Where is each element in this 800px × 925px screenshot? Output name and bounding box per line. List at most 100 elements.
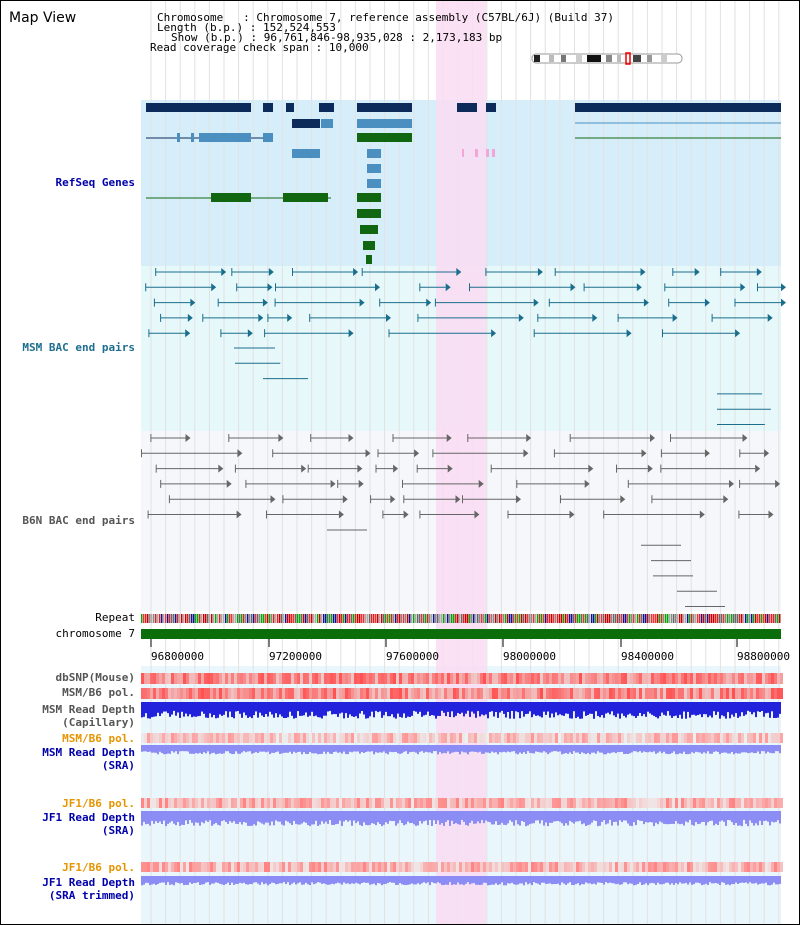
depth-bar — [639, 811, 641, 821]
repeat-element — [593, 614, 595, 623]
bac-pair-arrow — [620, 495, 626, 504]
depth-bar — [553, 876, 555, 884]
track-label-jf1-b6-pol-2[interactable]: JF1/B6 pol. — [62, 861, 135, 874]
track-label-dbsnp[interactable]: dbSNP(Mouse) — [55, 671, 135, 684]
track-label-repeat[interactable]: Repeat — [95, 611, 135, 624]
track-label-jf1-b6-pol-1[interactable]: JF1/B6 pol. — [62, 797, 135, 810]
track-label-msm-depth-cap-1[interactable]: MSM Read Depth — [42, 703, 135, 716]
heat-cell — [654, 862, 657, 872]
depth-bar — [749, 811, 751, 821]
heat-cell — [708, 733, 711, 743]
repeat-element — [517, 614, 519, 623]
heat-cell — [768, 862, 771, 872]
depth-bar — [555, 702, 557, 713]
depth-bar — [745, 745, 747, 753]
track-label-msm-bac[interactable]: MSM BAC end pairs — [22, 341, 135, 354]
track-label-b6n-bac[interactable]: B6N BAC end pairs — [22, 514, 135, 527]
depth-bar — [259, 745, 261, 752]
depth-bar — [167, 811, 169, 824]
track-label-refseq[interactable]: RefSeq Genes — [55, 176, 135, 189]
depth-bar — [267, 876, 269, 886]
heat-cell — [540, 673, 543, 684]
heat-cell — [336, 862, 339, 872]
repeat-element — [419, 614, 421, 623]
heat-cell — [702, 862, 705, 872]
heat-cell — [279, 798, 282, 808]
depth-bar — [649, 876, 651, 884]
heat-cell — [492, 673, 495, 684]
track-label-msm-depth-sra-1[interactable]: MSM Read Depth — [42, 746, 135, 759]
repeat-element — [239, 614, 241, 623]
depth-bar — [361, 745, 363, 752]
repeat-element — [701, 614, 703, 623]
depth-bar — [251, 876, 253, 885]
depth-bar — [551, 702, 553, 714]
depth-bar — [549, 745, 551, 753]
repeat-element — [219, 614, 221, 623]
depth-bar — [561, 745, 563, 755]
depth-bar — [671, 745, 673, 753]
heat-cell — [387, 862, 390, 872]
depth-bar — [775, 745, 777, 752]
heat-cell — [144, 688, 147, 699]
heat-cell — [339, 862, 342, 872]
heat-cell — [693, 733, 696, 743]
depth-bar — [367, 702, 369, 719]
bac-pair-arrow — [641, 449, 647, 458]
depth-bar — [313, 811, 315, 825]
heat-cell — [621, 733, 624, 743]
heat-cell — [360, 673, 363, 684]
heat-cell — [747, 862, 750, 872]
depth-bar — [633, 745, 635, 752]
depth-bar — [659, 876, 661, 885]
depth-bar — [389, 702, 391, 717]
depth-bar — [215, 745, 217, 755]
heat-cell — [303, 862, 306, 872]
depth-bar — [185, 702, 187, 714]
heat-cell — [480, 673, 483, 684]
heat-cell — [255, 688, 258, 699]
depth-bar — [213, 876, 215, 884]
heat-cell — [666, 688, 669, 699]
depth-bar — [615, 745, 617, 754]
depth-bar — [557, 702, 559, 716]
depth-bar — [167, 702, 169, 714]
heat-cell — [495, 733, 498, 743]
track-label-jf1-depth-sra-1[interactable]: JF1 Read Depth — [42, 811, 135, 824]
heat-cell — [546, 862, 549, 872]
repeat-element — [441, 614, 443, 623]
heat-cell — [558, 798, 561, 808]
track-label-jf1-depth-trim-2: (SRA trimmed) — [48, 889, 135, 902]
repeat-element — [195, 614, 197, 623]
heat-cell — [162, 798, 165, 808]
heat-cell — [654, 688, 657, 699]
depth-bar — [559, 702, 561, 715]
track-label-msm-b6-pol-2[interactable]: MSM/B6 pol. — [62, 732, 135, 745]
depth-bar — [575, 876, 577, 885]
depth-bar — [593, 745, 595, 753]
depth-bar — [143, 811, 145, 822]
depth-bar — [485, 745, 487, 753]
heat-cell — [633, 798, 636, 808]
repeat-element — [445, 614, 447, 623]
track-label-msm-b6-pol-1[interactable]: MSM/B6 pol. — [62, 686, 135, 699]
depth-bar — [449, 745, 451, 754]
repeat-element — [743, 614, 745, 623]
depth-bar — [267, 745, 269, 752]
depth-bar — [653, 702, 655, 716]
heat-cell — [645, 733, 648, 743]
track-label-jf1-depth-trim-1[interactable]: JF1 Read Depth — [42, 876, 135, 889]
depth-bar — [435, 811, 437, 824]
repeat-element — [531, 614, 533, 623]
depth-bar — [415, 811, 417, 826]
heat-cell — [594, 733, 597, 743]
heat-cell — [684, 798, 687, 808]
track-label-chromosome[interactable]: chromosome 7 — [55, 627, 135, 640]
heat-cell — [573, 688, 576, 699]
heat-cell — [720, 862, 723, 872]
heat-cell — [651, 733, 654, 743]
depth-bar — [453, 811, 455, 824]
depth-bar — [323, 745, 325, 752]
depth-bar — [497, 745, 499, 755]
